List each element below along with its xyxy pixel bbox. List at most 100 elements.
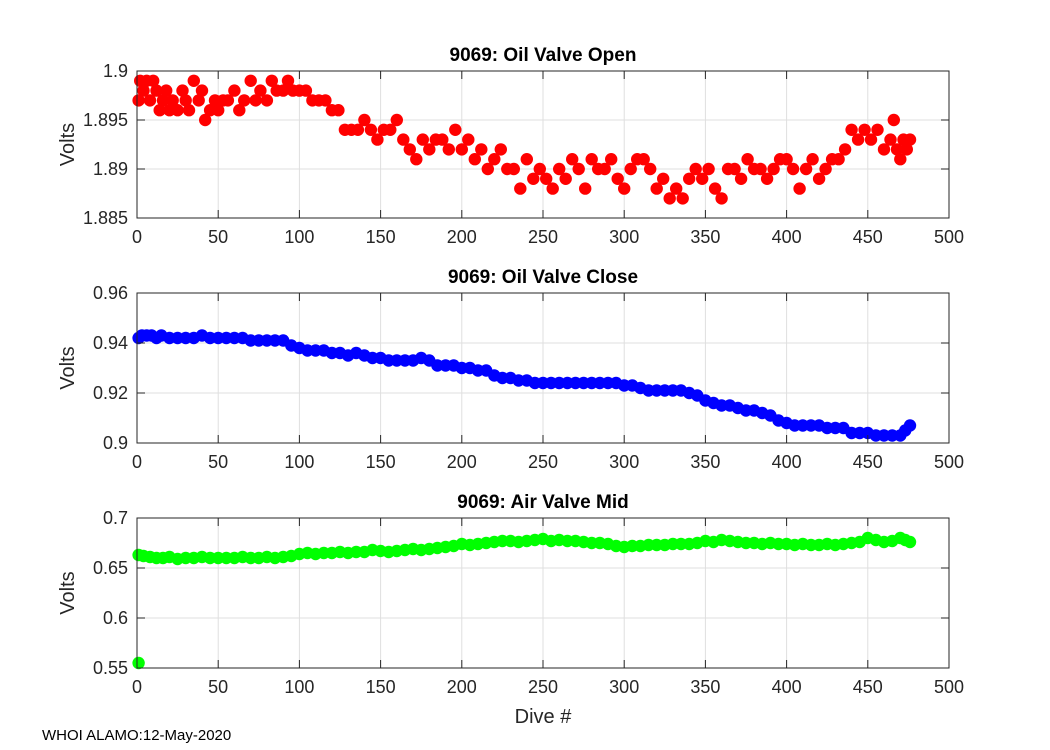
- y-tick-label: 0.94: [93, 333, 128, 353]
- data-point: [179, 94, 192, 107]
- data-point: [358, 113, 371, 127]
- data-point: [150, 84, 163, 97]
- data-point: [734, 172, 748, 185]
- footer-text: WHOI ALAMO:12-May-2020: [42, 727, 232, 744]
- data-point: [143, 94, 157, 107]
- data-point: [657, 172, 670, 185]
- data-point: [780, 153, 793, 166]
- data-point: [527, 172, 540, 185]
- data-point: [166, 94, 179, 107]
- x-tick-label: 50: [208, 452, 228, 472]
- x-tick-label: 150: [366, 227, 396, 247]
- data-point: [364, 123, 378, 136]
- data-point: [900, 143, 913, 156]
- data-point: [845, 123, 858, 136]
- data-point: [754, 162, 767, 176]
- x-tick-label: 500: [934, 227, 964, 247]
- chart-title: 9069: Air Valve Mid: [457, 492, 628, 513]
- data-point: [579, 182, 592, 195]
- data-point: [618, 182, 631, 195]
- x-tick-label: 150: [366, 677, 396, 697]
- y-axis-label: Volts: [57, 123, 79, 166]
- subplot-2: 0 50 100 150 200 250 300 350 400 450 500 0.9 0.92 0.9…: [57, 267, 964, 472]
- data-point: [442, 143, 455, 156]
- data-point: [475, 143, 488, 156]
- data-point: [488, 153, 501, 166]
- data-point: [887, 113, 900, 127]
- data-point: [233, 104, 246, 117]
- data-point: [585, 153, 598, 166]
- data-point: [171, 104, 184, 117]
- data-point: [507, 162, 520, 176]
- y-tick-label: 0.92: [93, 383, 128, 403]
- data-point: [319, 94, 332, 107]
- data-point: [832, 153, 845, 166]
- data-point: [244, 74, 257, 88]
- data-point: [670, 182, 683, 195]
- x-tick-label: 500: [934, 452, 964, 472]
- data-point: [481, 162, 494, 176]
- data-point: [160, 84, 173, 97]
- data-point: [199, 113, 212, 127]
- data-point: [838, 143, 852, 156]
- data-point: [767, 162, 780, 176]
- data-point: [147, 74, 160, 88]
- data-point: [799, 162, 813, 176]
- x-tick-label: 50: [208, 677, 228, 697]
- x-tick-label: 250: [528, 452, 558, 472]
- x-tick-label: 200: [447, 677, 477, 697]
- x-tick-label: 400: [772, 677, 802, 697]
- data-point: [566, 153, 579, 166]
- data-point: [760, 172, 774, 185]
- data-point: [281, 74, 295, 88]
- x-tick-label: 200: [447, 452, 477, 472]
- y-tick-label: 0.9: [103, 433, 128, 453]
- data-point: [793, 182, 806, 195]
- data-point: [702, 162, 715, 176]
- data-point: [728, 162, 741, 176]
- x-tick-label: 0: [132, 227, 142, 247]
- data-point: [192, 94, 205, 107]
- data-point: [156, 94, 170, 107]
- data-point: [696, 172, 709, 185]
- data-point: [894, 153, 907, 166]
- data-point: [195, 84, 209, 97]
- data-point: [689, 162, 702, 176]
- y-tick-label: 0.7: [103, 508, 128, 528]
- data-point: [390, 113, 403, 127]
- data-point: [416, 133, 429, 146]
- x-tick-label: 300: [609, 452, 639, 472]
- x-tick-label: 0: [132, 452, 142, 472]
- data-point: [903, 419, 917, 432]
- data-point: [864, 133, 878, 146]
- data-point: [212, 104, 225, 117]
- data-point: [468, 153, 481, 166]
- y-axis-label: Volts: [57, 346, 79, 389]
- data-point: [650, 182, 663, 195]
- data-point: [546, 182, 559, 195]
- x-tick-label: 250: [528, 227, 558, 247]
- data-point: [228, 84, 241, 97]
- data-point: [663, 192, 676, 205]
- data-point: [137, 84, 150, 97]
- y-axis-label: Volts: [57, 571, 79, 614]
- data-point: [786, 162, 800, 176]
- x-tick-label: 400: [772, 452, 802, 472]
- data-point: [384, 123, 397, 136]
- data-point: [708, 182, 722, 195]
- data-point: [624, 162, 637, 176]
- x-tick-label: 350: [690, 227, 720, 247]
- subplot-1: 0 50 100 150 200 250 300 350 400 450 500 1.885 1.89 1…: [57, 45, 964, 247]
- x-tick-label: 100: [284, 227, 314, 247]
- data-point: [559, 172, 572, 185]
- data-point: [176, 84, 189, 97]
- data-point: [182, 104, 196, 117]
- data-point: [132, 94, 145, 107]
- chart-title: 9069: Oil Valve Close: [448, 267, 638, 288]
- data-point: [299, 84, 313, 97]
- x-tick-label: 500: [934, 677, 964, 697]
- x-tick-label: 200: [447, 227, 477, 247]
- y-tick-label: 0.65: [93, 558, 128, 578]
- y-tick-label: 0.96: [93, 283, 128, 303]
- data-point: [533, 162, 546, 176]
